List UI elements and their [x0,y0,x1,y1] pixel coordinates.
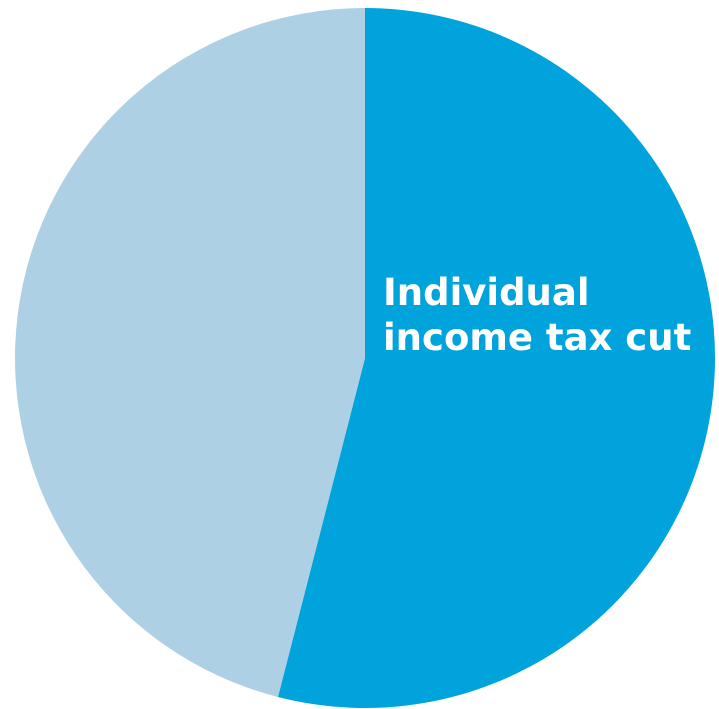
pie-labels: Individual income tax cut [383,271,691,359]
pie-slice-0 [277,7,716,708]
pie-slices [15,7,716,708]
pie-slice-0-label: Individual income tax cut [383,271,691,359]
pie-slice-0-label-line-0: Individual [383,271,590,314]
pie-slice-0-label-line-1: income tax cut [383,316,691,359]
pie-slice-1 [15,8,365,697]
